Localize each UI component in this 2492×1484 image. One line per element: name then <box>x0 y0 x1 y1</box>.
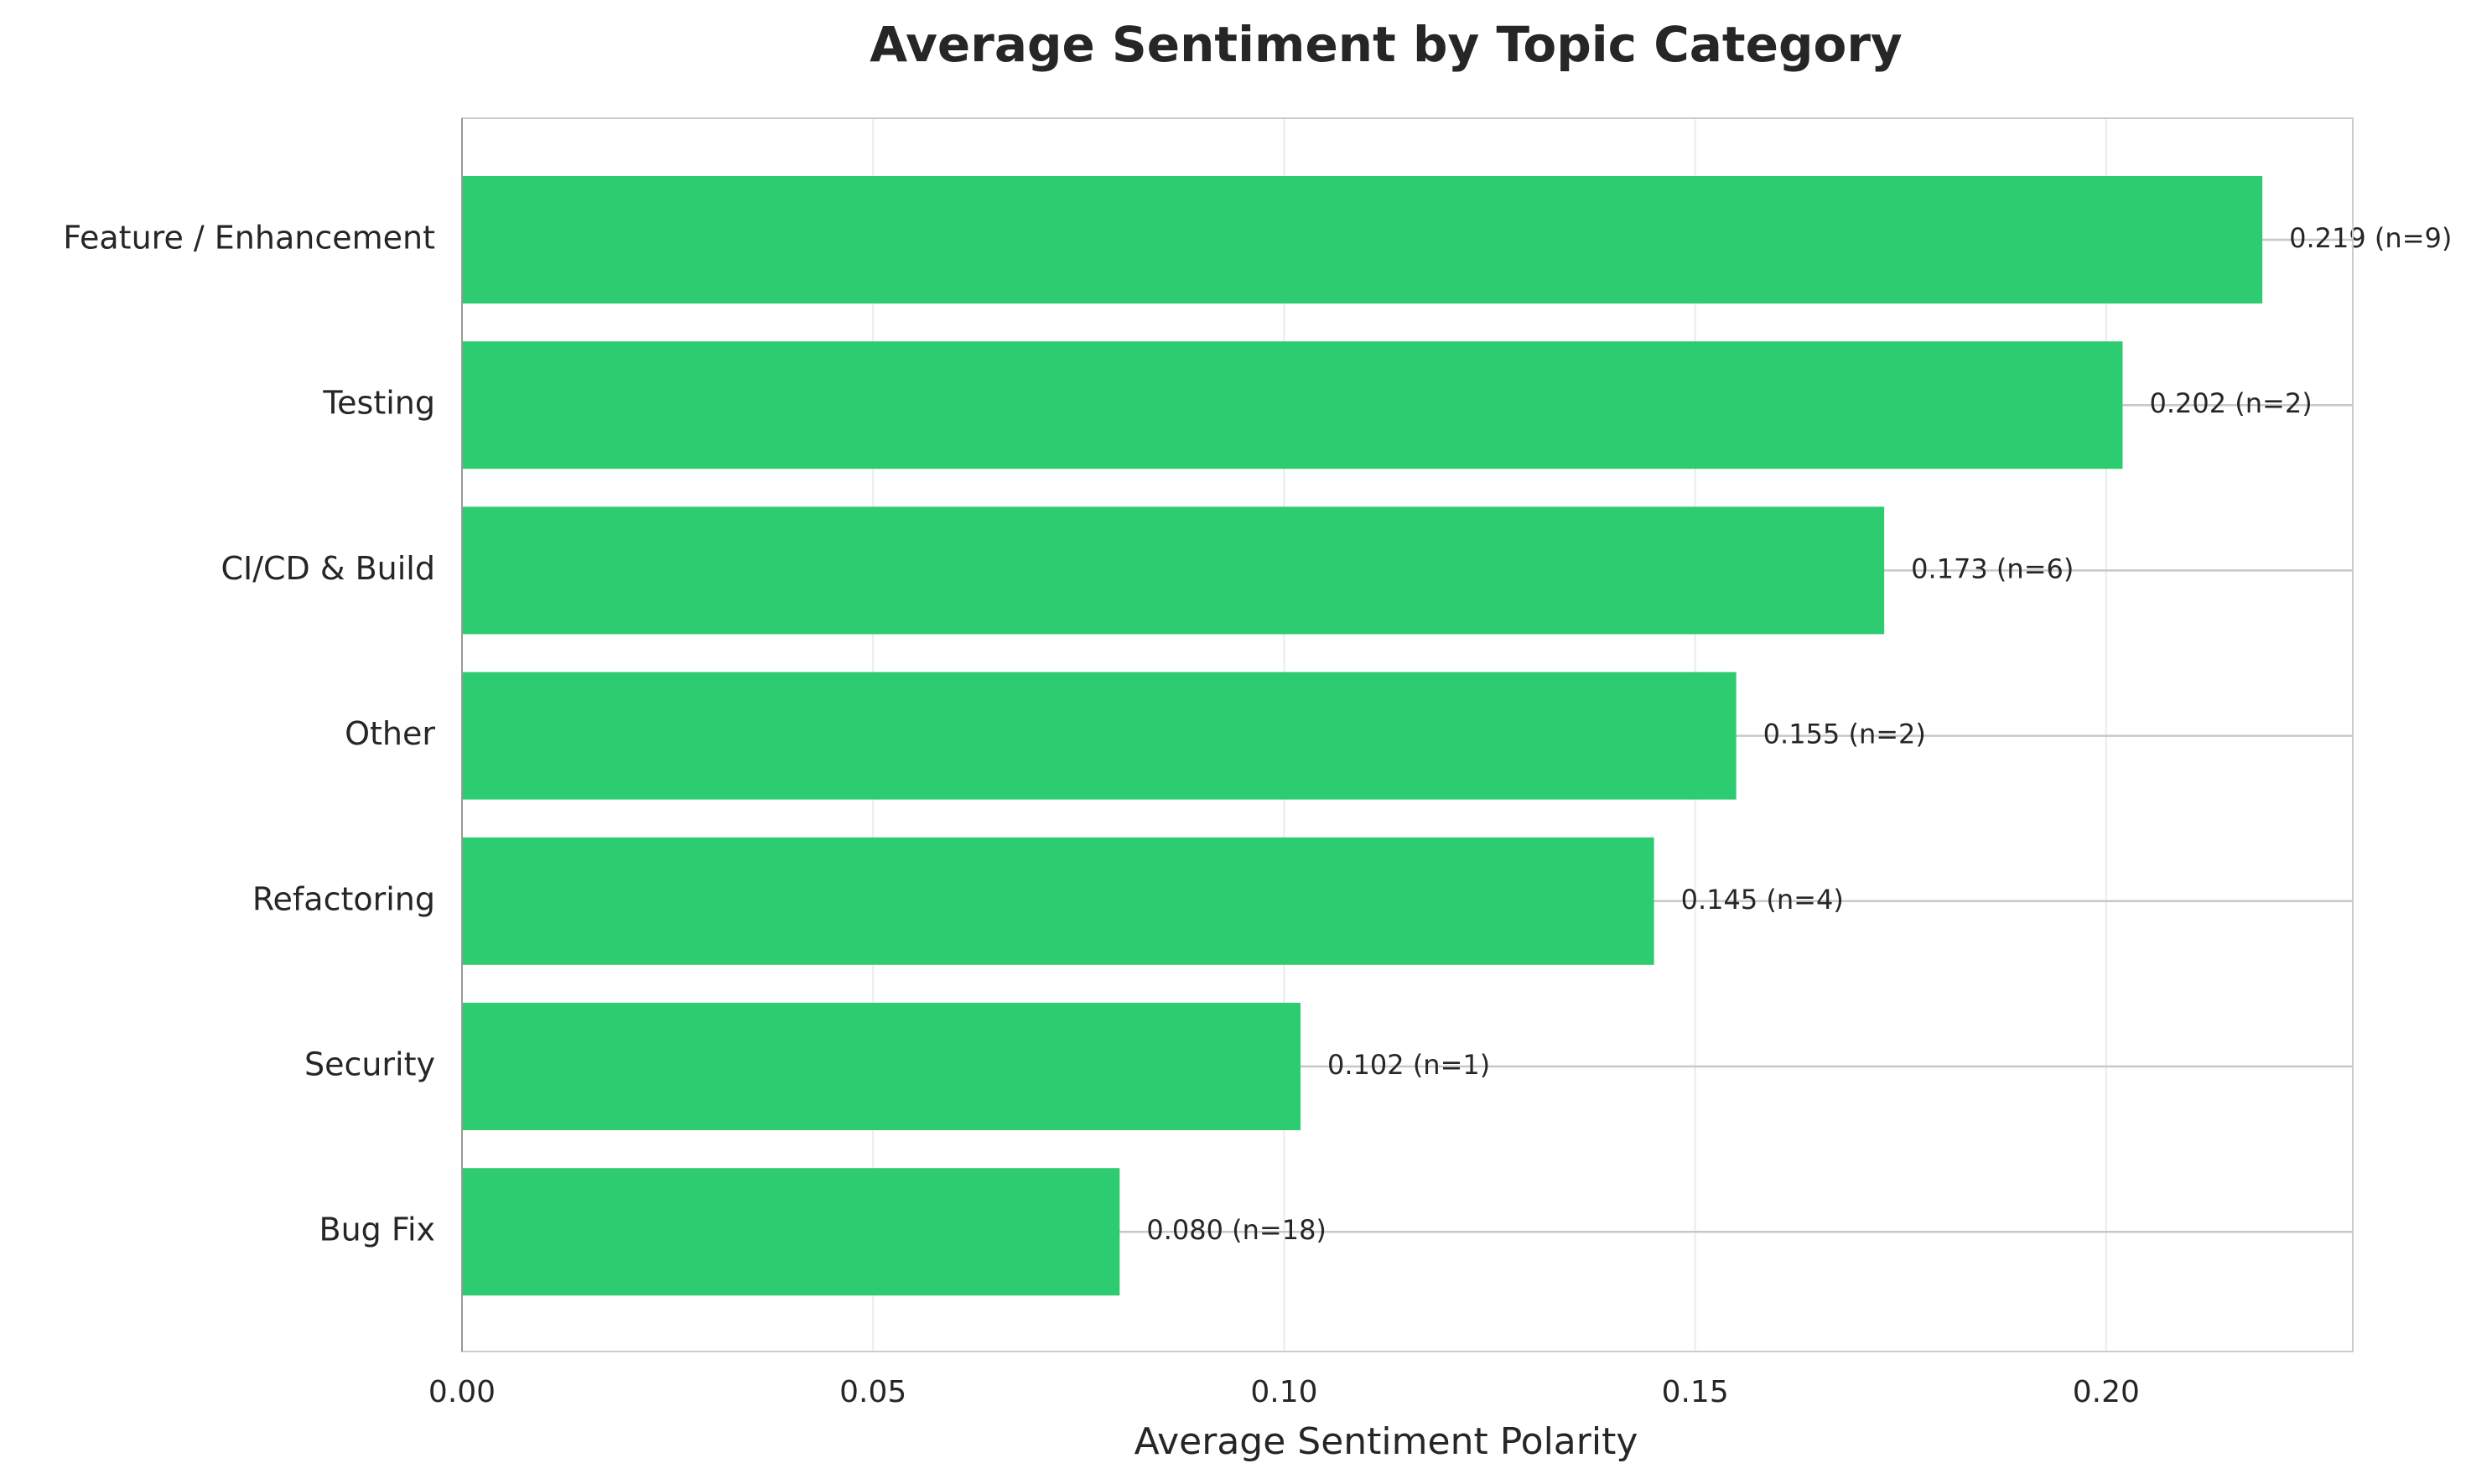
bar <box>462 1003 1301 1130</box>
y-tick-label: Testing <box>322 385 435 422</box>
y-tick-label: CI/CD & Build <box>221 550 435 587</box>
x-tick-label: 0.05 <box>839 1375 906 1409</box>
marks: 0.219 (n=9) 0.202 (n=2) 0.173 (n=6) 0.155 (… <box>462 176 2452 1296</box>
x-axis-label: Average Sentiment Polarity <box>1134 1420 1638 1463</box>
x-tick-label: 0.00 <box>428 1375 496 1409</box>
y-tick-label: Bug Fix <box>319 1212 436 1248</box>
y-tick-label: Security <box>304 1046 435 1083</box>
bar <box>462 837 1654 965</box>
value-label: 0.155 (n=2) <box>1763 719 1926 750</box>
y-tick-label: Feature / Enhancement <box>63 220 435 257</box>
bar <box>462 1168 1120 1296</box>
x-tick-label: 0.15 <box>1662 1375 1729 1409</box>
value-label: 0.173 (n=6) <box>1911 553 2074 584</box>
value-label: 0.202 (n=2) <box>2149 387 2312 419</box>
value-label: 0.080 (n=18) <box>1146 1214 1326 1246</box>
y-tick-label: Refactoring <box>252 880 435 917</box>
x-tick-label: 0.20 <box>2073 1375 2140 1409</box>
chart-title: Average Sentiment by Topic Category <box>870 16 1902 73</box>
value-label: 0.102 (n=1) <box>1327 1049 1490 1081</box>
bar <box>462 672 1737 800</box>
x-tick-label: 0.10 <box>1250 1375 1317 1409</box>
y-tick-label: Other <box>345 715 435 752</box>
bar <box>462 176 2263 304</box>
bar <box>462 506 1885 635</box>
value-label: 0.145 (n=4) <box>1681 884 1844 916</box>
value-label: 0.219 (n=9) <box>2289 222 2452 254</box>
bar <box>462 341 2123 470</box>
